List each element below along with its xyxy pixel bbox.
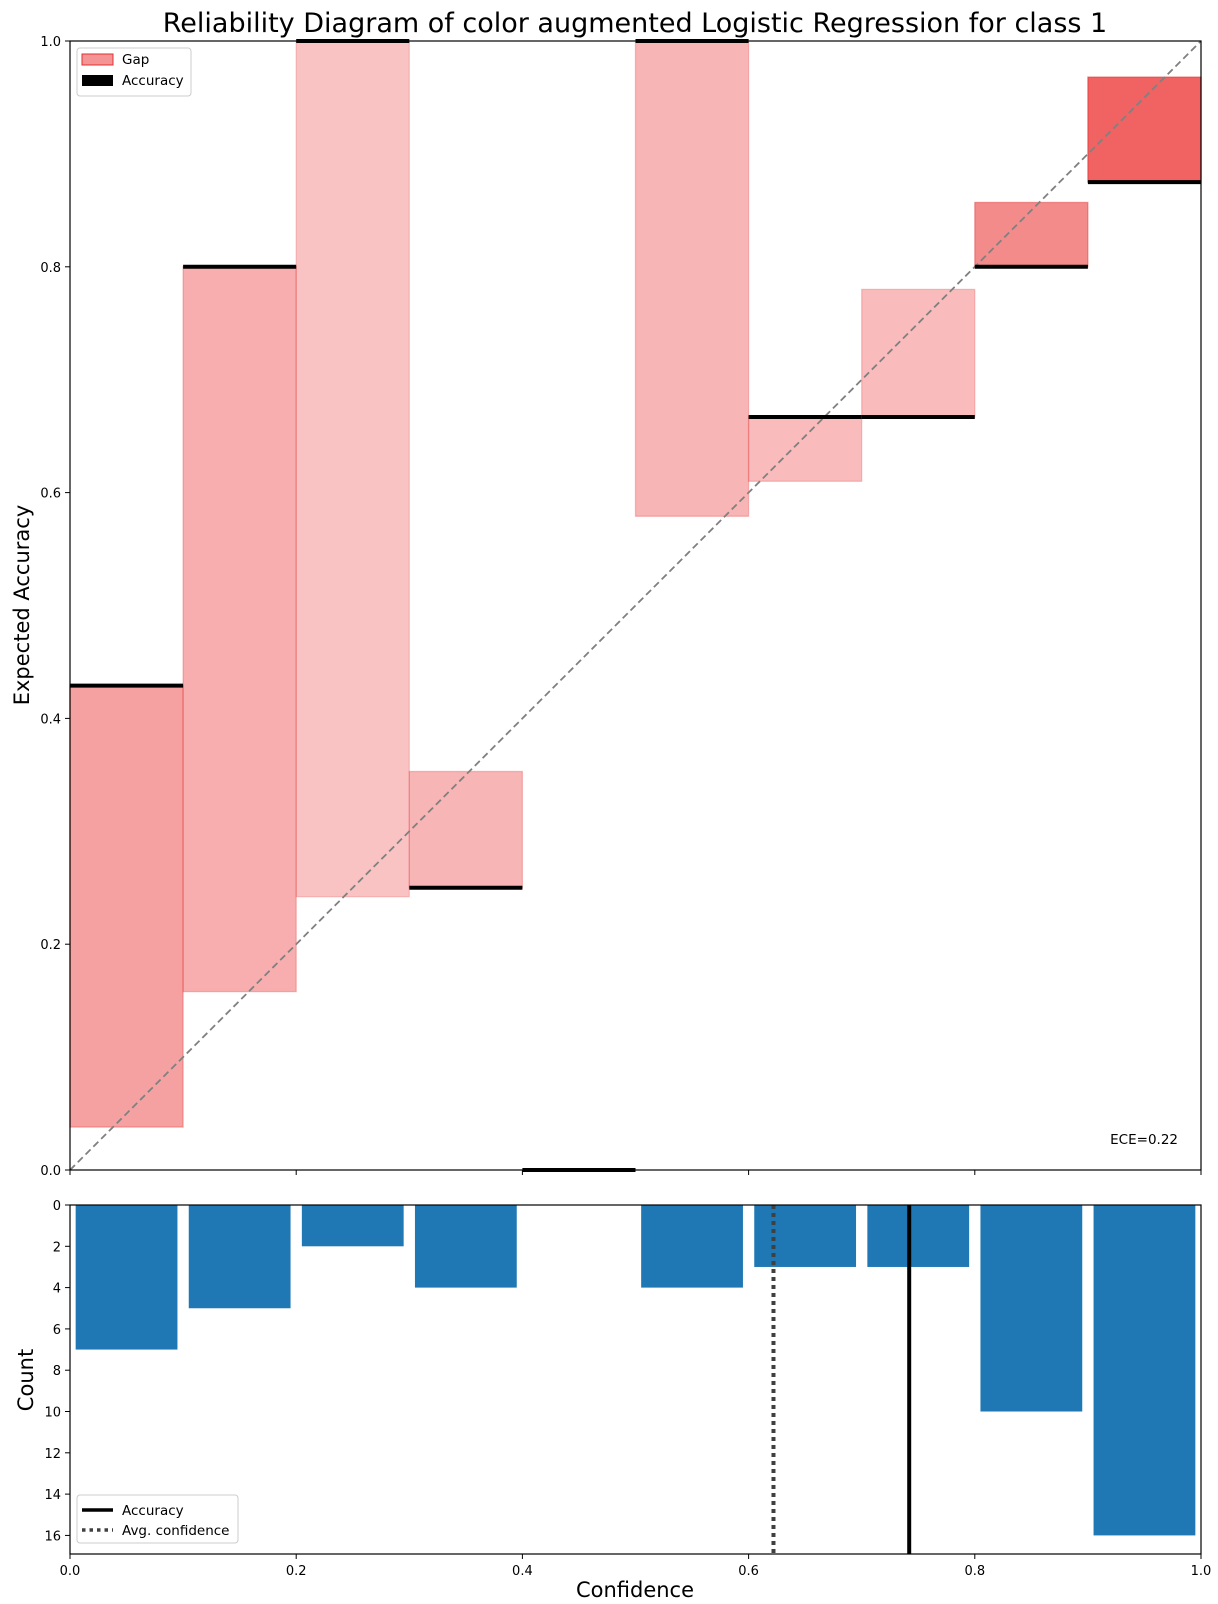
reliability-y-tick-label-3: 0.6 (40, 487, 61, 502)
histogram-y-tick-label-2: 4 (53, 1282, 61, 1297)
reliability-axes-frame (69, 40, 1202, 1171)
reliability-x-ticks (69, 1170, 1202, 1175)
histogram-x-ticks: 0.0 0.2 0.4 0.6 0.8 1.0 (60, 1554, 1212, 1579)
count-bar-8 (980, 1205, 1083, 1412)
histogram-legend: Accuracy Avg. confidence (76, 1494, 239, 1544)
chart-title: Reliability Diagram of color augmented L… (163, 8, 1108, 39)
gap-bar-7 (861, 288, 976, 418)
gap-bar-2 (295, 40, 410, 898)
histogram-panel: 0.0 0.2 0.4 0.6 0.8 1.0 0 2 4 6 8 10 12 14 16 Confide… (14, 1199, 1211, 1602)
ece-annotation: ECE=0.22 (1110, 1132, 1178, 1148)
legend-gap-swatch (81, 53, 114, 66)
legend-hist-accuracy-label: Accuracy (122, 1503, 184, 1519)
histogram-y-tick-label-4: 8 (53, 1364, 61, 1379)
count-bar-9 (1093, 1205, 1196, 1536)
histogram-vlines (771, 1205, 912, 1554)
reliability-y-tick-label-1: 0.2 (40, 938, 61, 953)
reliability-y-tick-label-5: 1.0 (40, 35, 61, 50)
count-bar-1 (188, 1205, 291, 1309)
gap-bar-8 (974, 201, 1089, 268)
histogram-y-label: Count (14, 1349, 38, 1411)
legend-accuracy-label: Accuracy (122, 73, 184, 89)
gap-bar-0 (69, 685, 184, 1128)
legend-avg-confidence-label: Avg. confidence (122, 1523, 230, 1539)
histogram-x-tick-label-3: 0.6 (738, 1564, 759, 1579)
histogram-legend-box (76, 1494, 239, 1544)
gap-bar-1 (182, 266, 297, 993)
histogram-y-tick-label-3: 6 (53, 1323, 61, 1338)
count-bar-3 (414, 1205, 517, 1288)
histogram-x-tick-label-4: 0.8 (964, 1564, 985, 1579)
count-bar-6 (754, 1205, 857, 1267)
reliability-y-tick-label-2: 0.4 (40, 712, 61, 727)
histogram-x-tick-label-2: 0.4 (512, 1564, 533, 1579)
count-bar-2 (301, 1205, 404, 1247)
histogram-y-tick-label-5: 10 (44, 1406, 61, 1421)
reliability-y-tick-label-4: 0.8 (40, 261, 61, 276)
reliability-panel: 0.0 0.2 0.4 0.6 0.8 1.0 Expected Accuracy ECE… (10, 35, 1202, 1179)
histogram-y-tick-label-6: 12 (44, 1447, 61, 1462)
histogram-y-tick-label-7: 14 (44, 1488, 61, 1503)
count-bar-5 (641, 1205, 743, 1288)
gap-bar-5 (634, 40, 750, 517)
reliability-y-ticks: 0.0 0.2 0.4 0.6 0.8 1.0 (40, 35, 70, 1179)
histogram-y-tick-label-8: 16 (44, 1529, 61, 1544)
count-bar-7 (867, 1205, 970, 1267)
gap-bar-3 (408, 770, 524, 889)
legend-accuracy-swatch (82, 75, 113, 86)
reliability-y-tick-label-0: 0.0 (40, 1164, 61, 1179)
count-bars (75, 1205, 1196, 1536)
histogram-x-tick-label-1: 0.2 (286, 1564, 307, 1579)
gap-bar-6 (747, 416, 863, 482)
legend-gap-label: Gap (122, 52, 149, 68)
reliability-y-label: Expected Accuracy (10, 505, 34, 706)
histogram-axes-frame (69, 1204, 1202, 1555)
histogram-x-tick-label-5: 1.0 (1191, 1564, 1212, 1579)
histogram-x-tick-label-0: 0.0 (60, 1564, 81, 1579)
histogram-y-tick-label-1: 2 (53, 1240, 61, 1255)
histogram-y-ticks: 0 2 4 6 8 10 12 14 16 (44, 1199, 70, 1544)
count-bar-0 (75, 1205, 178, 1350)
histogram-y-tick-label-0: 0 (53, 1199, 61, 1214)
reliability-legend: Gap Accuracy (76, 47, 192, 97)
gap-bar-9 (1087, 76, 1202, 183)
diagonal-reference-line (69, 40, 1202, 1171)
histogram-x-label: Confidence (576, 1578, 694, 1602)
gap-bars (69, 40, 1202, 1128)
